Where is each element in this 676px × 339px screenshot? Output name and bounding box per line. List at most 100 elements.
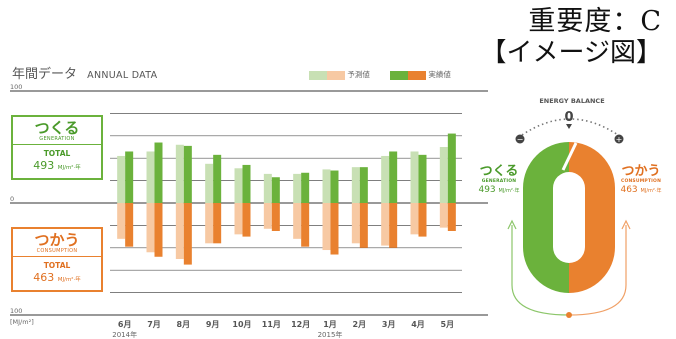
bar-consumption-forecast — [175, 203, 184, 259]
bar-generation-actual — [154, 142, 163, 203]
minus-sign: − — [517, 135, 524, 144]
bar-consumption-forecast — [117, 203, 126, 239]
x-tick-label: 10月 — [232, 320, 251, 329]
bar-generation-actual — [242, 164, 251, 203]
consumption-unit: MJ/m²·年 — [57, 277, 81, 283]
bar-generation-actual — [213, 154, 222, 203]
balance-indicator — [561, 142, 578, 171]
consumption-arrowhead-icon — [621, 219, 631, 230]
energy-balance-title: ENERGY BALANCE — [539, 97, 605, 105]
bar-consumption-actual — [213, 203, 222, 244]
annual-title-jp: 年間データ — [12, 67, 78, 82]
bar-generation-forecast — [439, 147, 448, 203]
plus-circle-icon — [614, 134, 624, 144]
bar-consumption-actual — [183, 203, 192, 265]
legend-forecast: 予測値 — [309, 69, 370, 80]
balance-consumption-label: つかう CONSUMPTION 463 MJ/m²·年 — [616, 165, 666, 197]
bar-generation-actual — [301, 172, 310, 203]
bar-generation-actual — [389, 151, 398, 203]
bar-consumption-forecast — [381, 203, 390, 246]
x-tick-label: 9月 — [206, 320, 220, 329]
bar-consumption-forecast — [146, 203, 155, 253]
consumption-total: TOTAL 463 MJ/m²·年 — [13, 256, 101, 290]
consumption-total-label: TOTAL — [43, 261, 71, 270]
x-tick-label: 12月 — [291, 320, 310, 329]
bar-generation-actual — [183, 145, 192, 203]
balance-dotted-arc — [521, 118, 619, 136]
consumption-total-value-line: 463 MJ/m²·年 — [33, 271, 81, 287]
consumption-box-head: つかう CONSUMPTION — [13, 229, 101, 256]
bar-consumption-forecast — [293, 203, 302, 239]
bar-generation-forecast — [175, 144, 184, 203]
bar-consumption-actual — [242, 203, 251, 237]
balance-con-en: CONSUMPTION — [620, 179, 662, 184]
bar-consumption-actual — [359, 203, 368, 248]
bar-consumption-forecast — [410, 203, 419, 235]
legend-actual: 実績値 — [390, 69, 451, 80]
bar-consumption-actual — [389, 203, 398, 248]
bar-generation-forecast — [263, 173, 272, 203]
legend-forecast-label: 予測値 — [347, 70, 370, 79]
bar-generation-forecast — [205, 163, 214, 203]
consumption-total-value: 463 — [33, 271, 55, 284]
bar-consumption-actual — [271, 203, 280, 231]
bar-consumption-forecast — [205, 203, 214, 244]
bar-consumption-forecast — [263, 203, 272, 229]
bar-consumption-forecast — [439, 203, 448, 228]
bar-generation-forecast — [117, 155, 126, 203]
zero-label: 0 — [564, 110, 573, 125]
x-tick-label: 6月 — [118, 320, 132, 329]
balance-generation-label: つくる GENERATION 493 MJ/m²·年 — [474, 165, 524, 197]
generation-total: TOTAL 493 MJ/m²·年 — [13, 144, 101, 178]
bar-consumption-actual — [447, 203, 456, 231]
bar-consumption-actual — [125, 203, 134, 247]
image-note: 【イメージ図】 — [480, 37, 662, 68]
balance-con-unit: MJ/m²·年 — [640, 188, 662, 194]
x-tick-label: 11月 — [262, 320, 281, 329]
generation-total-value-line: 493 MJ/m²·年 — [33, 159, 81, 175]
x-tick-label: 4月 — [411, 320, 425, 329]
bar-generation-actual — [330, 170, 339, 203]
legend-actual-gen-swatch — [390, 70, 408, 80]
balance-generation-half — [523, 142, 569, 293]
balance-consumption-half — [569, 142, 615, 293]
balance-con-jp: つかう — [621, 164, 661, 179]
balance-con-value-line: 463 MJ/m²·年 — [616, 185, 666, 197]
legend-actual-label: 実績値 — [428, 70, 451, 79]
x-tick-label: 1月 — [323, 320, 337, 329]
bar-generation-actual — [125, 151, 134, 203]
balance-gen-en: GENERATION — [481, 179, 517, 184]
generation-box: つくる GENERATION TOTAL 493 MJ/m²·年 — [11, 115, 103, 180]
consumption-label: つかう — [34, 230, 80, 249]
annual-title-en: ANNUAL DATA — [87, 70, 158, 81]
legend-forecast-gen-swatch — [309, 70, 327, 80]
bar-generation-forecast — [293, 173, 302, 203]
bar-generation-actual — [418, 154, 427, 203]
bar-consumption-actual — [330, 203, 339, 255]
year-label: 2014年 — [112, 330, 137, 339]
bar-consumption-forecast — [234, 203, 243, 235]
y-tick-label: 100 — [10, 307, 22, 315]
generation-total-value: 493 — [33, 159, 55, 172]
y-tick-label: 0 — [10, 195, 14, 203]
bar-generation-forecast — [234, 168, 243, 203]
consumption-label-en: CONSUMPTION — [36, 247, 78, 254]
bar-generation-forecast — [146, 151, 155, 203]
generation-label-en: GENERATION — [39, 135, 75, 142]
heading: 重要度：C 【イメージ図】 — [481, 6, 662, 69]
consumption-box: つかう CONSUMPTION TOTAL 463 MJ/m²·年 — [11, 227, 103, 292]
bar-generation-forecast — [351, 167, 360, 203]
x-tick-label: 7月 — [147, 320, 161, 329]
importance-label: 重要度：C — [528, 6, 662, 37]
energy-balance-gauge: − + 0 — [507, 110, 631, 318]
bar-generation-forecast — [381, 155, 390, 203]
balance-gen-jp: つくる — [479, 164, 519, 179]
x-tick-label: 8月 — [177, 320, 191, 329]
minus-circle-icon — [515, 134, 525, 144]
balance-gen-value-line: 493 MJ/m²·年 — [474, 185, 524, 197]
bar-generation-forecast — [410, 151, 419, 203]
y-tick-label: 100 — [10, 83, 22, 91]
generation-label: つくる — [34, 118, 80, 137]
bottom-dot — [566, 312, 572, 318]
generation-arrow — [511, 225, 570, 316]
